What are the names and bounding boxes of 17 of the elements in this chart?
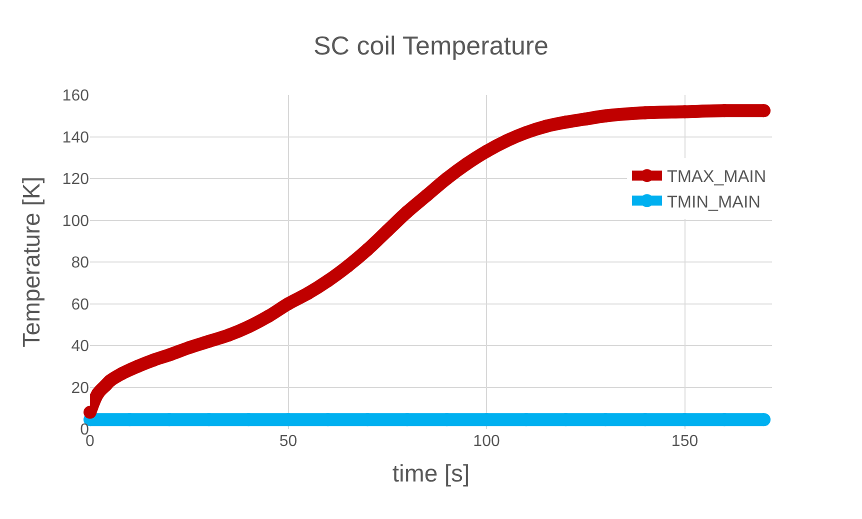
x-tick-label: 150 [671, 433, 698, 450]
x-tick-label: 100 [473, 433, 500, 450]
legend-label: TMIN_MAIN [667, 192, 760, 212]
x-axis-title: time [s] [392, 460, 470, 488]
point [84, 406, 96, 419]
y-tick-label: 40 [71, 338, 90, 356]
y-tick-label: 20 [71, 380, 90, 397]
y-axis-title: Temperature [K] [18, 176, 46, 348]
y-tick-label: 160 [62, 88, 90, 105]
chart-title: SC coil Temperature [313, 30, 549, 61]
y-tick-label: 80 [71, 254, 90, 272]
x-tick-label: 50 [279, 433, 298, 450]
y-tick-label: 60 [71, 296, 90, 314]
y-tick-label: 140 [62, 129, 90, 146]
y-tick-label: 100 [62, 212, 90, 230]
y-tick-label: 120 [62, 171, 90, 188]
legend-label: TMAX_MAIN [667, 167, 766, 186]
